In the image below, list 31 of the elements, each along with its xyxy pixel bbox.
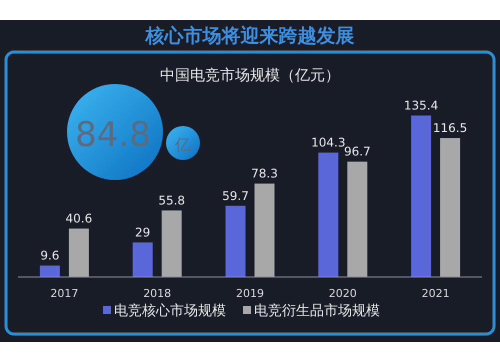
bar: [254, 184, 274, 277]
bar: [68, 228, 89, 277]
x-tick-label: 2019: [236, 287, 264, 300]
annotation: 亿: [174, 135, 191, 154]
x-tick-label: 2017: [50, 287, 78, 300]
bar: [40, 266, 60, 277]
bar: [347, 162, 368, 277]
x-tick-label: 2021: [422, 287, 450, 300]
bar: [318, 152, 338, 277]
data-label: 9.6: [40, 248, 60, 263]
x-tick-label: 2020: [328, 287, 357, 300]
bar: [411, 116, 432, 277]
data-label: 116.5: [432, 121, 468, 136]
chart-title: 核心市场将迎来跨越发展: [144, 25, 354, 47]
data-label: 40.6: [66, 212, 92, 226]
chart-subtitle: 中国电竞市场规模（亿元）: [160, 66, 340, 84]
data-label: 78.3: [251, 166, 278, 181]
data-label: 96.7: [344, 144, 371, 159]
data-label: 135.4: [404, 98, 438, 112]
data-label: 59.7: [222, 188, 249, 203]
bar: [226, 206, 246, 277]
data-label: 104.3: [311, 136, 346, 150]
legend-label: 电竞衍生品市场规模: [254, 303, 380, 319]
bar: [132, 242, 153, 277]
data-label: 29: [135, 225, 150, 240]
annotation: 84.8: [75, 115, 151, 155]
data-label: 55.8: [158, 193, 186, 208]
bar: [440, 138, 460, 277]
legend-label: 电竞核心市场规模: [114, 303, 226, 319]
x-tick-label: 2018: [143, 287, 172, 300]
bar: [162, 210, 182, 277]
